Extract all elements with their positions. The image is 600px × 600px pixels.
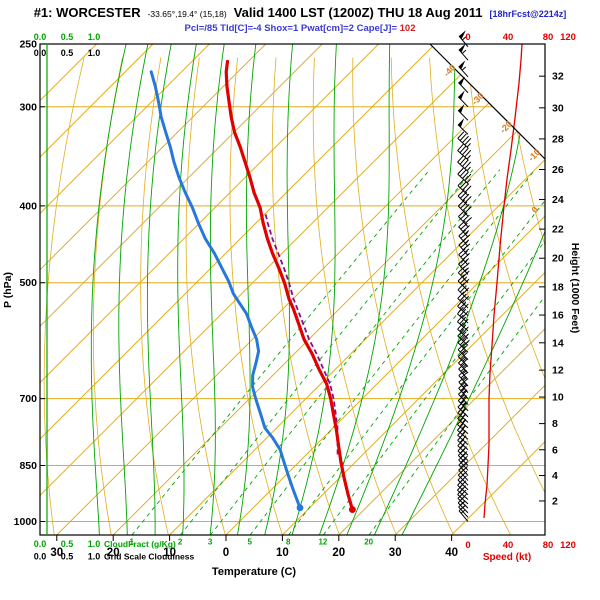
mixing-ratio-labels: 1 2 3 5 8 12 20 — [129, 538, 373, 547]
temp-axis: 30 20 10 0 10 20 30 40 Temperature (C) — [50, 535, 458, 578]
svg-text:0.5: 0.5 — [61, 32, 74, 42]
svg-text:26: 26 — [552, 164, 564, 176]
valid-time: Valid 1400 LST (1200Z) THU 18 Aug 2011 — [233, 5, 483, 20]
svg-text:1: 1 — [129, 538, 134, 547]
svg-text:500: 500 — [19, 277, 37, 289]
svg-text:120: 120 — [560, 540, 576, 551]
svg-text:10: 10 — [163, 547, 176, 559]
wind-speed-trace — [483, 43, 523, 519]
svg-text:250: 250 — [19, 39, 37, 51]
svg-text:-20: -20 — [498, 119, 514, 135]
svg-text:P (hPa): P (hPa) — [2, 272, 14, 308]
svg-text:20: 20 — [552, 253, 564, 265]
svg-text:6: 6 — [552, 444, 558, 456]
svg-text:10: 10 — [552, 392, 564, 404]
svg-text:32: 32 — [552, 71, 564, 83]
surface-dewpoint-dot — [296, 504, 304, 512]
svg-text:4: 4 — [552, 470, 558, 482]
svg-text:Height (1000 Feet): Height (1000 Feet) — [569, 243, 581, 333]
params-cape-value: 102 — [397, 23, 416, 34]
params-indices: Pcl=/85 Tld[C]=-4 Shox=1 Pwat[cm]=2 Cape… — [184, 23, 397, 34]
svg-text:-40: -40 — [441, 62, 457, 78]
svg-text:20: 20 — [107, 547, 120, 559]
svg-text:30: 30 — [552, 102, 564, 114]
svg-text:0.5: 0.5 — [61, 48, 74, 58]
svg-text:40: 40 — [445, 547, 458, 559]
svg-text:1000: 1000 — [14, 516, 38, 528]
svg-text:0: 0 — [530, 205, 541, 216]
traces — [149, 59, 356, 513]
frame — [39, 43, 546, 536]
svg-text:120: 120 — [560, 32, 576, 43]
svg-text:-30: -30 — [470, 91, 486, 107]
svg-text:0: 0 — [465, 32, 470, 43]
svg-text:850: 850 — [19, 460, 37, 472]
svg-text:30: 30 — [50, 547, 63, 559]
svg-text:20: 20 — [332, 547, 345, 559]
svg-text:1.0: 1.0 — [88, 32, 101, 42]
svg-text:80: 80 — [543, 32, 554, 43]
diagonal-cut-line — [429, 43, 546, 160]
svg-text:12: 12 — [318, 538, 327, 547]
svg-text:40: 40 — [503, 32, 514, 43]
svg-text:Speed (kt): Speed (kt) — [483, 552, 531, 563]
svg-text:0.0: 0.0 — [34, 539, 47, 549]
station-coords: -33.65°,19.4° (15,18) — [147, 9, 227, 19]
cloud-scale-labels: 0.00.00.00.00.50.50.50.51.01.01.01.0Clou… — [34, 32, 195, 562]
forecast-tag: [18hrFcst@2214z] — [489, 9, 567, 19]
svg-text:Grid Scale Cloudiness: Grid Scale Cloudiness — [104, 552, 194, 562]
background-lines — [40, 44, 545, 535]
surface-temp-dot — [348, 506, 356, 513]
svg-text:0.5: 0.5 — [61, 539, 74, 549]
svg-text:8: 8 — [552, 418, 558, 430]
svg-text:300: 300 — [19, 101, 37, 113]
svg-text:8: 8 — [286, 538, 291, 547]
dewpoint-trace — [149, 70, 302, 510]
svg-text:Temperature (C): Temperature (C) — [212, 566, 296, 578]
wind-panel — [457, 30, 523, 522]
svg-text:22: 22 — [552, 224, 564, 236]
svg-text:24: 24 — [552, 194, 564, 206]
svg-text:0.0: 0.0 — [34, 32, 47, 42]
title-row: #1: WORCESTER -33.65°,19.4° (15,18) Vali… — [0, 5, 600, 20]
svg-text:CloudFract (g/Kg): CloudFract (g/Kg) — [104, 539, 176, 549]
params-row: Pcl=/85 Tld[C]=-4 Shox=1 Pwat[cm]=2 Cape… — [0, 23, 600, 34]
svg-text:-10: -10 — [526, 147, 542, 163]
svg-text:0: 0 — [223, 547, 229, 559]
svg-text:10: 10 — [276, 547, 289, 559]
parcel-trace — [264, 214, 339, 455]
svg-text:1.0: 1.0 — [88, 48, 101, 58]
svg-text:16: 16 — [552, 310, 564, 322]
svg-text:0.0: 0.0 — [34, 552, 47, 562]
svg-text:3: 3 — [208, 538, 213, 547]
svg-text:5: 5 — [248, 538, 253, 547]
svg-text:30: 30 — [389, 547, 402, 559]
pressure-axis: 250 300 400 500 700 850 1000 P (hPa) — [2, 39, 45, 528]
svg-text:400: 400 — [19, 200, 37, 212]
svg-text:2: 2 — [178, 538, 183, 547]
svg-text:0.5: 0.5 — [61, 552, 74, 562]
svg-text:0: 0 — [465, 540, 470, 551]
svg-text:14: 14 — [552, 337, 564, 349]
svg-text:28: 28 — [552, 133, 564, 145]
svg-text:18: 18 — [552, 281, 564, 293]
svg-text:12: 12 — [552, 365, 564, 377]
svg-text:700: 700 — [19, 393, 37, 405]
station-name: #1: WORCESTER — [33, 5, 141, 20]
svg-text:20: 20 — [364, 538, 373, 547]
svg-text:0.0: 0.0 — [34, 48, 47, 58]
svg-text:80: 80 — [543, 540, 554, 551]
svg-text:1.0: 1.0 — [88, 552, 101, 562]
svg-text:2: 2 — [552, 495, 558, 507]
svg-text:40: 40 — [503, 540, 514, 551]
svg-text:1.0: 1.0 — [88, 539, 101, 549]
temperature-trace — [224, 59, 354, 512]
